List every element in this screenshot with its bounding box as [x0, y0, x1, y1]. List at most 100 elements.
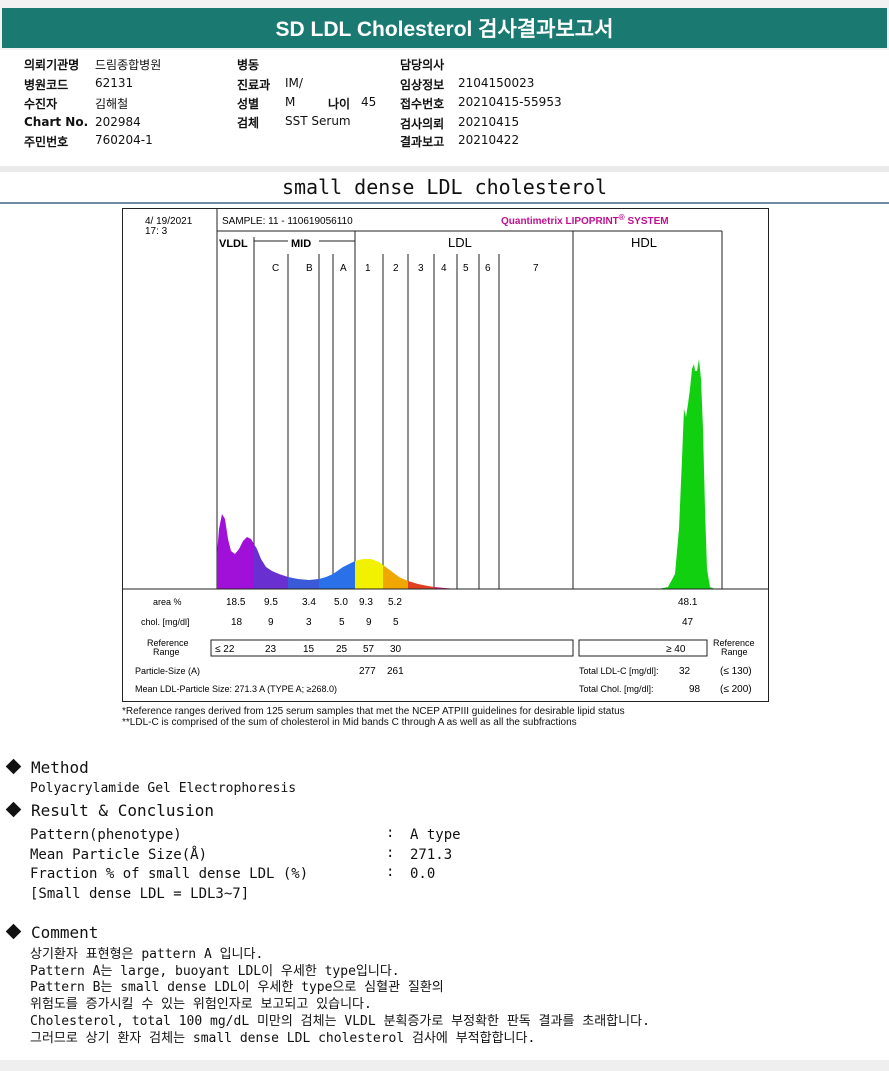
- group-vldl-label: VLDL: [219, 238, 248, 250]
- result-row-label: Fraction % of small dense LDL (%): [30, 866, 309, 882]
- area-value: 5.2: [388, 597, 402, 608]
- page-footer-bar: [0, 1060, 889, 1071]
- result-row-value: 271.3: [410, 847, 453, 863]
- patient-info-panel: 의뢰기관명 드림종합병원 병원코드 62131 수진자 김해철 Chart No…: [0, 50, 889, 167]
- row-label-area: area %: [153, 597, 182, 607]
- chol-value: 3: [306, 617, 312, 628]
- info-label-report-date: 결과보고: [400, 135, 445, 149]
- particle-size-value: 261: [387, 666, 404, 677]
- particle-size-label: Particle-Size (A): [135, 666, 200, 676]
- ref-range-box: [210, 639, 574, 657]
- ref-value: ≤ 22: [215, 644, 235, 655]
- ldl3-area: [408, 581, 434, 589]
- comment-line: 그러므로 상기 환자 검체는 small dense LDL cholester…: [30, 1031, 536, 1046]
- chol-values: 18 9 3 5 9 5 47: [231, 617, 694, 628]
- diamond-bullet-icon: [5, 923, 22, 940]
- result-row-sep: :: [386, 825, 395, 841]
- chol-value: 9: [366, 617, 372, 628]
- group-hdl-label: HDL: [631, 235, 657, 250]
- mid-b-area: [288, 577, 319, 589]
- info-value-request-date: 20210415: [458, 115, 520, 129]
- chart-date: 4/ 19/2021: [145, 216, 193, 227]
- result-note: [Small dense LDL = LDL3~7]: [30, 886, 250, 902]
- info-value-resident-no: 760204-1: [95, 133, 153, 147]
- info-value-patient: 김해철: [95, 97, 129, 111]
- chol-value: 5: [339, 617, 345, 628]
- info-label-doctor: 담당의사: [400, 58, 445, 72]
- hdl-ref-box: [578, 639, 708, 657]
- diamond-bullet-icon: [5, 758, 22, 775]
- group-mid-label: MID: [291, 238, 311, 250]
- row-label-ref-2: Range: [153, 647, 180, 657]
- info-value-department: IM/: [285, 76, 303, 90]
- info-value-accession-no: 20210415-55953: [458, 95, 562, 109]
- band-label-b: B: [306, 263, 313, 274]
- ref-value: 57: [363, 644, 375, 655]
- chol-value: 5: [393, 617, 399, 628]
- info-label-institution: 의뢰기관명: [24, 58, 80, 72]
- band-divider-lines: [216, 231, 723, 589]
- hdl-ref-value: ≥ 40: [666, 644, 686, 655]
- result-heading: Result & Conclusion: [5, 801, 214, 820]
- row-label-ref-right-2: Range: [721, 647, 748, 657]
- info-label-hospital-code: 병원코드: [24, 78, 69, 92]
- method-heading: Method: [5, 758, 89, 777]
- info-value-chart-no: 202984: [95, 115, 141, 129]
- area-value: 18.5: [226, 597, 246, 608]
- chart-time: 17: 3: [145, 226, 168, 237]
- mid-a-area: [319, 561, 355, 589]
- group-ldl-label: LDL: [448, 235, 472, 250]
- method-text: Polyacrylamide Gel Electrophoresis: [30, 781, 297, 796]
- band-label-3: 3: [418, 263, 424, 274]
- comment-heading: Comment: [5, 923, 99, 942]
- info-value-report-date: 20210422: [458, 133, 520, 147]
- chol-value: 18: [231, 617, 243, 628]
- area-value: 5.0: [334, 597, 348, 608]
- footnote-2: **LDL-C is comprised of the sum of chole…: [122, 717, 577, 728]
- info-value-sex: M: [285, 95, 296, 109]
- ref-value: 15: [303, 644, 315, 655]
- comment-line: Cholesterol, total 100 mg/dL 미만의 검체는 VLD…: [30, 1014, 650, 1029]
- info-label-department: 진료과: [237, 78, 271, 92]
- mean-particle-size: Mean LDL-Particle Size: 271.3 A (TYPE A;…: [135, 684, 337, 694]
- total-chol-value: 98: [689, 684, 701, 695]
- info-value-clinical-info: 2104150023: [458, 76, 535, 90]
- ref-value: 23: [265, 644, 277, 655]
- comment-heading-text: Comment: [31, 923, 99, 942]
- comment-line: 위험도를 증가시킬 수 있는 위험인자로 보고되고 있습니다.: [30, 997, 372, 1012]
- info-value-hospital-code: 62131: [95, 76, 134, 90]
- result-row-label: Pattern(phenotype): [30, 827, 182, 843]
- result-row-value: A type: [410, 827, 461, 843]
- chart-sample: SAMPLE: 11 - 110619056110: [222, 216, 353, 227]
- area-value: 9.5: [264, 597, 278, 608]
- band-label-1: 1: [365, 263, 371, 274]
- vldl-peak: [217, 514, 254, 589]
- band-label-c: C: [272, 263, 279, 274]
- band-label-5: 5: [463, 263, 469, 274]
- lipoprint-chart: 4/ 19/2021 17: 3 SAMPLE: 11 - 1106190561…: [122, 208, 769, 702]
- area-values: 18.5 9.5 3.4 5.0 9.3 5.2 48.1: [226, 597, 698, 608]
- info-label-resident-no: 주민번호: [24, 135, 69, 149]
- ref-value: 25: [336, 644, 348, 655]
- result-row-label: Mean Particle Size(Å): [30, 847, 208, 863]
- total-chol-ref: (≤ 200): [720, 684, 752, 695]
- info-label-specimen: 검체: [237, 116, 260, 130]
- total-chol-label: Total Chol. [mg/dl]:: [579, 684, 654, 694]
- area-value: 3.4: [302, 597, 316, 608]
- row-label-ref-1: Reference: [147, 638, 189, 648]
- chol-value: 47: [682, 617, 694, 628]
- chol-value: 9: [268, 617, 274, 628]
- section-subtitle: small dense LDL cholesterol: [0, 172, 889, 204]
- diamond-bullet-icon: [5, 801, 22, 818]
- result-row-value: 0.0: [410, 866, 436, 882]
- total-ldl-c-label: Total LDL-C [mg/dl]:: [579, 666, 659, 676]
- info-label-age: 나이: [328, 97, 351, 111]
- ldl1-area: [355, 559, 383, 589]
- hdl-peak: [658, 359, 715, 589]
- ldl2-area: [383, 565, 408, 589]
- report-title: SD LDL Cholesterol 검사결과보고서: [2, 8, 887, 48]
- info-value-age: 45: [361, 95, 377, 109]
- band-label-4: 4: [441, 263, 447, 274]
- comment-line: Pattern B는 small dense LDL이 우세한 type으로 심…: [30, 980, 444, 995]
- info-label-request-date: 검사의뢰: [400, 117, 445, 131]
